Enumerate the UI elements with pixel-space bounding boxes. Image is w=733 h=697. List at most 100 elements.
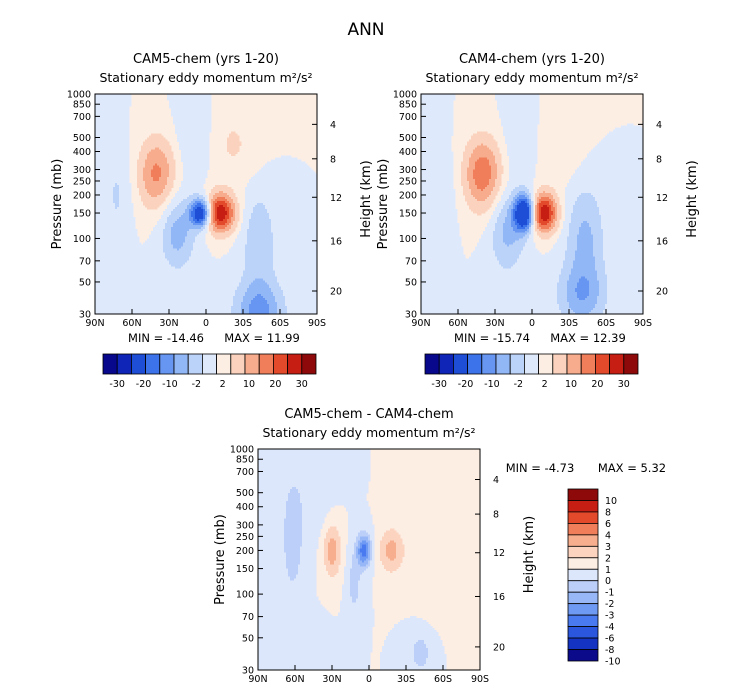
field-cell <box>187 99 190 103</box>
field-cell <box>201 129 204 133</box>
field-cell <box>125 151 128 155</box>
field-cell <box>297 163 300 166</box>
field-cell <box>107 125 110 129</box>
field-cell <box>101 141 104 145</box>
field-cell <box>199 123 202 127</box>
field-cell <box>113 119 116 123</box>
field-cell <box>157 133 160 137</box>
field-cell <box>181 121 184 125</box>
field-cell <box>99 137 102 141</box>
field-cell <box>141 149 144 153</box>
field-cell <box>193 169 196 172</box>
field-cell <box>109 135 112 139</box>
field-cell <box>109 133 112 137</box>
field-cell <box>113 127 116 131</box>
field-cell <box>107 137 110 141</box>
field-cell <box>97 117 100 121</box>
field-cell <box>103 117 106 121</box>
field-cell <box>157 135 160 139</box>
field-cell <box>271 169 274 172</box>
field-cell <box>167 155 170 159</box>
field-cell <box>105 157 108 160</box>
field-cell <box>109 113 112 117</box>
field-cell <box>157 143 160 147</box>
field-cell <box>117 139 120 143</box>
field-cell <box>293 157 296 160</box>
field-cell <box>179 131 182 135</box>
field-cell <box>123 141 126 145</box>
field-cell <box>137 177 140 180</box>
field-cell <box>157 167 160 170</box>
field-cell <box>239 143 242 147</box>
field-cell <box>117 123 120 127</box>
field-cell <box>125 173 128 176</box>
field-cell <box>187 171 190 174</box>
field-cell <box>109 155 112 159</box>
field-cell <box>185 95 188 99</box>
field-cell <box>173 121 176 125</box>
field-cell <box>163 159 166 162</box>
field-cell <box>153 137 156 141</box>
field-cell <box>117 131 120 135</box>
field-cell <box>115 125 118 129</box>
field-cell <box>187 129 190 133</box>
field-cell <box>163 151 166 155</box>
field-cell <box>205 171 208 174</box>
field-cell <box>173 115 176 119</box>
field-cell <box>107 171 110 174</box>
field-cell <box>191 161 194 164</box>
field-cell <box>97 139 100 143</box>
field-cell <box>111 127 114 131</box>
field-cell <box>99 139 102 143</box>
field-cell <box>97 103 100 107</box>
field-cell <box>127 113 130 117</box>
field-cell <box>309 167 312 170</box>
field-cell <box>163 147 166 151</box>
field-cell <box>119 175 122 178</box>
field-cell <box>265 167 268 170</box>
field-cell <box>141 145 144 149</box>
field-cell <box>141 173 144 176</box>
field-cell <box>99 167 102 170</box>
field-cell <box>203 153 206 157</box>
field-cell <box>181 105 184 109</box>
field-cell <box>191 149 194 153</box>
field-cell <box>123 145 126 149</box>
field-cell <box>169 159 172 162</box>
field-cell <box>127 171 130 174</box>
field-cell <box>127 103 130 107</box>
field-cell <box>161 147 164 151</box>
field-cell <box>115 163 118 166</box>
field-cell <box>195 123 198 127</box>
field-cell <box>99 157 102 160</box>
field-cell <box>95 95 98 99</box>
field-cell <box>123 107 126 111</box>
field-cell <box>195 153 198 157</box>
field-cell <box>237 145 240 149</box>
field-cell <box>173 171 176 174</box>
field-cell <box>281 161 284 164</box>
field-cell <box>189 173 192 176</box>
field-cell <box>129 101 132 105</box>
field-cell <box>121 157 124 160</box>
field-cell <box>185 115 188 119</box>
field-cell <box>169 145 172 149</box>
field-cell <box>153 165 156 168</box>
field-cell <box>145 177 148 180</box>
field-cell <box>139 159 142 162</box>
field-cell <box>183 123 186 127</box>
field-cell <box>111 121 114 125</box>
field-cell <box>103 119 106 123</box>
field-cell <box>113 131 116 135</box>
field-cell <box>103 109 106 113</box>
field-cell <box>145 157 148 160</box>
field-cell <box>169 97 172 101</box>
field-cell <box>103 133 106 137</box>
field-cell <box>275 161 278 164</box>
field-cell <box>171 157 174 160</box>
field-cell <box>95 139 98 143</box>
field-cell <box>121 145 124 149</box>
field-cell <box>125 175 128 178</box>
field-cell <box>191 165 194 168</box>
field-cell <box>195 167 198 170</box>
